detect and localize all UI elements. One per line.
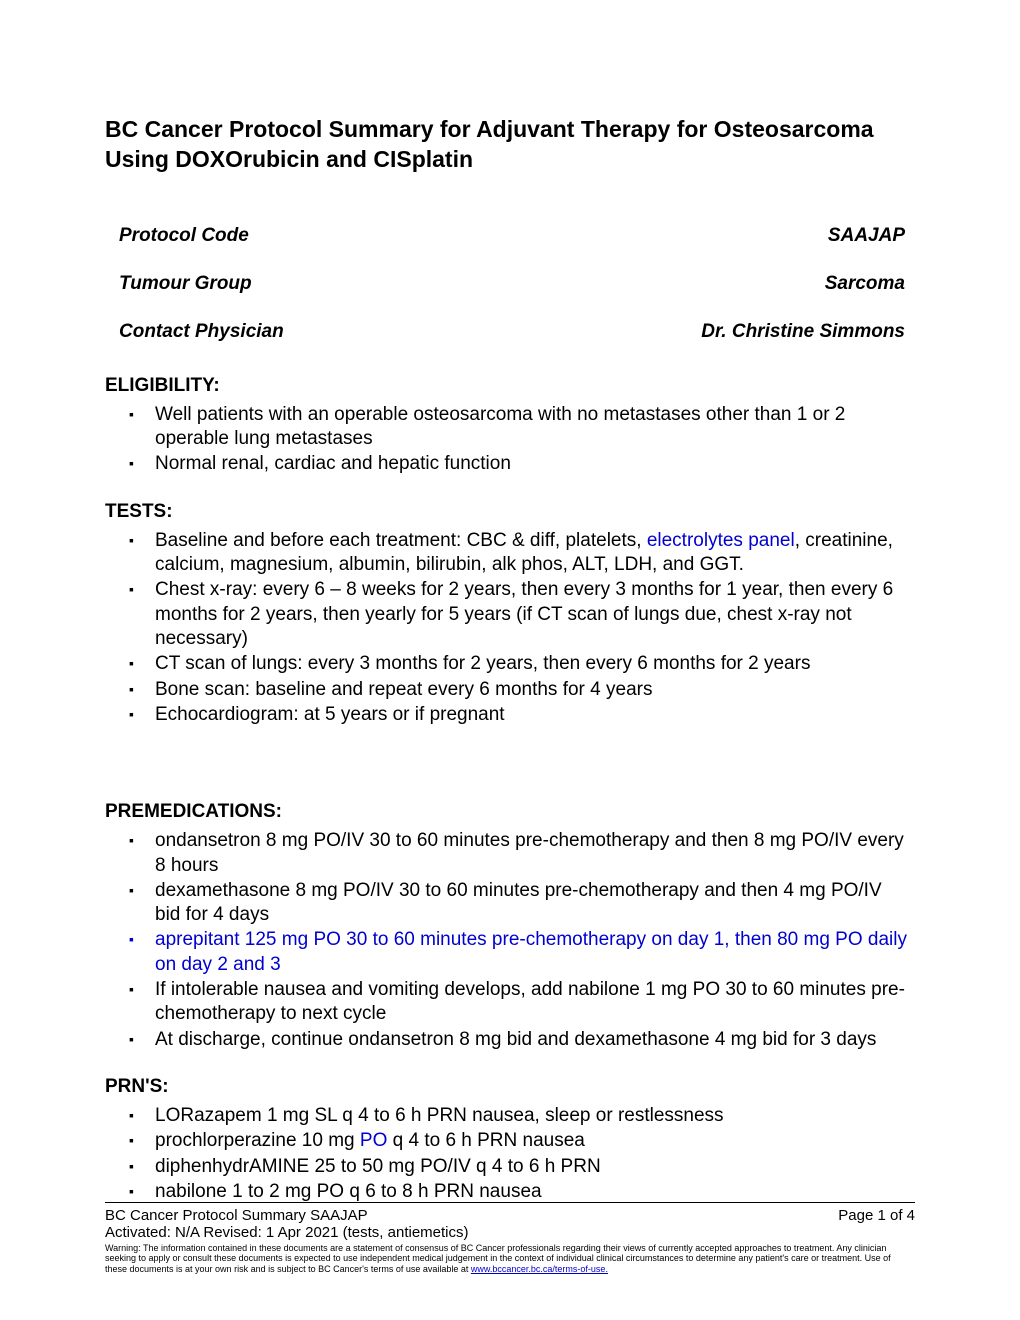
page: BC Cancer Protocol Summary for Adjuvant … [0, 0, 1020, 1320]
list-item: prochlorperazine 10 mg PO q 4 to 6 h PRN… [125, 1129, 911, 1153]
list-item-aprepitant: aprepitant 125 mg PO 30 to 60 minutes pr… [125, 928, 911, 977]
tests-heading: TESTS: [105, 501, 915, 523]
text: q 4 to 6 h PRN nausea [387, 1130, 585, 1151]
footer-rule [105, 1202, 915, 1203]
footer-warning: Warning: The information contained in th… [105, 1243, 915, 1275]
premedications-list: ondansetron 8 mg PO/IV 30 to 60 minutes … [105, 829, 915, 1052]
list-item: Baseline and before each treatment: CBC … [125, 529, 911, 578]
spacer [105, 751, 915, 801]
prns-heading: PRN'S: [105, 1076, 915, 1098]
list-item: Normal renal, cardiac and hepatic functi… [125, 452, 911, 476]
list-item: diphenhydrAMINE 25 to 50 mg PO/IV q 4 to… [125, 1155, 911, 1179]
list-item: ondansetron 8 mg PO/IV 30 to 60 minutes … [125, 829, 911, 878]
text: prochlorperazine 10 mg [155, 1130, 360, 1151]
footer-page-number: Page 1 of 4 [838, 1207, 915, 1224]
list-item: dexamethasone 8 mg PO/IV 30 to 60 minute… [125, 879, 911, 928]
tumour-group-value: Sarcoma [825, 273, 905, 295]
text: Baseline and before each treatment: CBC … [155, 530, 647, 551]
meta-row-protocol-code: Protocol Code SAAJAP [105, 225, 915, 247]
list-item: Well patients with an operable osteosarc… [125, 403, 911, 452]
tumour-group-label: Tumour Group [119, 273, 252, 295]
footer-activated: Activated: N/A Revised: 1 Apr 2021 (test… [105, 1224, 915, 1241]
list-item: LORazapem 1 mg SL q 4 to 6 h PRN nausea,… [125, 1104, 911, 1128]
tests-list: Baseline and before each treatment: CBC … [105, 529, 915, 728]
list-item: Bone scan: baseline and repeat every 6 m… [125, 678, 911, 702]
page-footer: BC Cancer Protocol Summary SAAJAP Page 1… [105, 1202, 915, 1275]
list-item: Echocardiogram: at 5 years or if pregnan… [125, 703, 911, 727]
contact-physician-label: Contact Physician [119, 321, 284, 343]
list-item: At discharge, continue ondansetron 8 mg … [125, 1028, 911, 1052]
electrolytes-panel-link[interactable]: electrolytes panel [647, 530, 795, 551]
eligibility-list: Well patients with an operable osteosarc… [105, 403, 915, 477]
meta-row-tumour-group: Tumour Group Sarcoma [105, 273, 915, 295]
footer-line1: BC Cancer Protocol Summary SAAJAP Page 1… [105, 1207, 915, 1224]
document-title: BC Cancer Protocol Summary for Adjuvant … [105, 115, 915, 175]
meta-row-contact-physician: Contact Physician Dr. Christine Simmons [105, 321, 915, 343]
protocol-code-value: SAAJAP [828, 225, 905, 247]
prns-list: LORazapem 1 mg SL q 4 to 6 h PRN nausea,… [105, 1104, 915, 1204]
list-item: CT scan of lungs: every 3 months for 2 y… [125, 652, 911, 676]
list-item: If intolerable nausea and vomiting devel… [125, 978, 911, 1027]
po-highlight: PO [360, 1130, 387, 1151]
footer-summary-name: BC Cancer Protocol Summary SAAJAP [105, 1207, 368, 1224]
premedications-heading: PREMEDICATIONS: [105, 801, 915, 823]
meta-table: Protocol Code SAAJAP Tumour Group Sarcom… [105, 225, 915, 343]
terms-of-use-link[interactable]: www.bccancer.bc.ca/terms-of-use. [471, 1264, 608, 1274]
contact-physician-value: Dr. Christine Simmons [701, 321, 905, 343]
list-item: Chest x-ray: every 6 – 8 weeks for 2 yea… [125, 578, 911, 651]
eligibility-heading: ELIGIBILITY: [105, 375, 915, 397]
protocol-code-label: Protocol Code [119, 225, 249, 247]
